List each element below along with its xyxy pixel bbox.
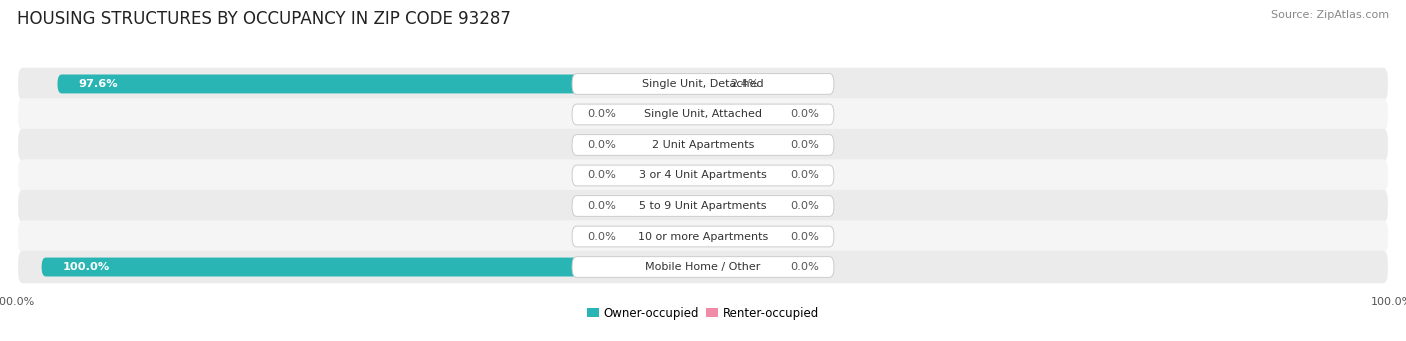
Text: 10 or more Apartments: 10 or more Apartments <box>638 232 768 241</box>
FancyBboxPatch shape <box>572 257 834 277</box>
FancyBboxPatch shape <box>572 165 834 186</box>
Text: Source: ZipAtlas.com: Source: ZipAtlas.com <box>1271 10 1389 20</box>
Text: 97.6%: 97.6% <box>79 79 118 89</box>
FancyBboxPatch shape <box>703 166 779 185</box>
FancyBboxPatch shape <box>627 166 703 185</box>
Text: 0.0%: 0.0% <box>588 140 616 150</box>
FancyBboxPatch shape <box>58 74 703 93</box>
Text: Single Unit, Attached: Single Unit, Attached <box>644 109 762 119</box>
Text: 0.0%: 0.0% <box>790 232 818 241</box>
FancyBboxPatch shape <box>627 227 703 246</box>
FancyBboxPatch shape <box>572 74 834 94</box>
FancyBboxPatch shape <box>627 105 703 124</box>
FancyBboxPatch shape <box>18 251 1388 283</box>
FancyBboxPatch shape <box>572 104 834 125</box>
FancyBboxPatch shape <box>572 226 834 247</box>
Text: 0.0%: 0.0% <box>790 170 818 180</box>
FancyBboxPatch shape <box>703 105 779 124</box>
Text: 0.0%: 0.0% <box>588 170 616 180</box>
FancyBboxPatch shape <box>572 196 834 217</box>
FancyBboxPatch shape <box>703 74 718 93</box>
Text: 5 to 9 Unit Apartments: 5 to 9 Unit Apartments <box>640 201 766 211</box>
FancyBboxPatch shape <box>18 220 1388 253</box>
Text: 2.4%: 2.4% <box>730 79 758 89</box>
Text: 3 or 4 Unit Apartments: 3 or 4 Unit Apartments <box>640 170 766 180</box>
Text: 0.0%: 0.0% <box>790 140 818 150</box>
FancyBboxPatch shape <box>42 257 703 277</box>
FancyBboxPatch shape <box>627 135 703 154</box>
FancyBboxPatch shape <box>18 190 1388 222</box>
FancyBboxPatch shape <box>703 196 779 216</box>
Text: 2 Unit Apartments: 2 Unit Apartments <box>652 140 754 150</box>
FancyBboxPatch shape <box>18 159 1388 192</box>
Text: 0.0%: 0.0% <box>790 109 818 119</box>
FancyBboxPatch shape <box>18 98 1388 131</box>
Text: 100.0%: 100.0% <box>62 262 110 272</box>
Text: 0.0%: 0.0% <box>790 262 818 272</box>
FancyBboxPatch shape <box>703 227 779 246</box>
Text: Single Unit, Detached: Single Unit, Detached <box>643 79 763 89</box>
Text: 0.0%: 0.0% <box>588 109 616 119</box>
Text: 0.0%: 0.0% <box>790 201 818 211</box>
Text: Mobile Home / Other: Mobile Home / Other <box>645 262 761 272</box>
FancyBboxPatch shape <box>572 135 834 155</box>
Text: 0.0%: 0.0% <box>588 232 616 241</box>
FancyBboxPatch shape <box>627 196 703 216</box>
Legend: Owner-occupied, Renter-occupied: Owner-occupied, Renter-occupied <box>582 302 824 324</box>
Text: 0.0%: 0.0% <box>588 201 616 211</box>
FancyBboxPatch shape <box>703 135 779 154</box>
Text: HOUSING STRUCTURES BY OCCUPANCY IN ZIP CODE 93287: HOUSING STRUCTURES BY OCCUPANCY IN ZIP C… <box>17 10 510 28</box>
FancyBboxPatch shape <box>703 257 779 277</box>
FancyBboxPatch shape <box>18 129 1388 161</box>
FancyBboxPatch shape <box>18 68 1388 100</box>
